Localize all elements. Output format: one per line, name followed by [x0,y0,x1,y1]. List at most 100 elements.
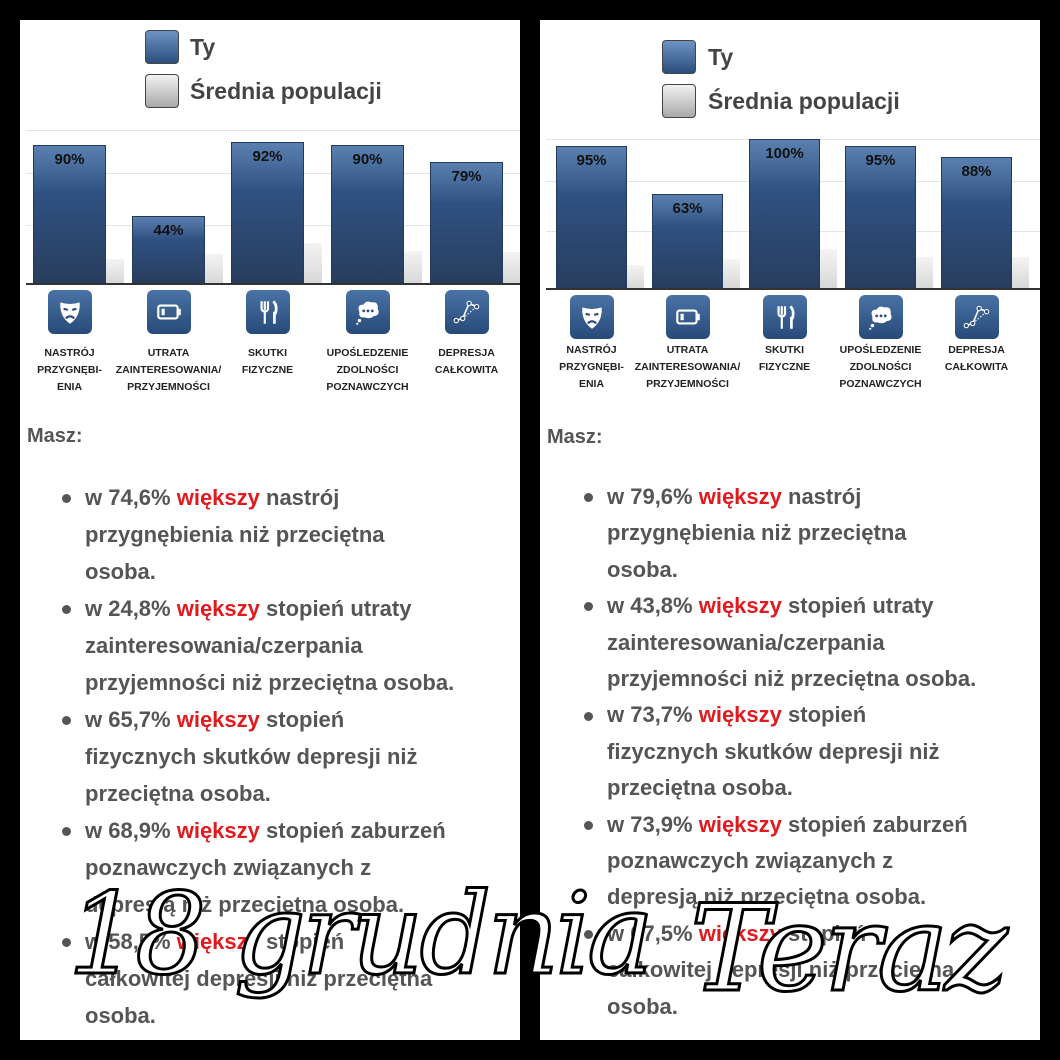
category-label-line: NASTRÓJ [44,347,95,359]
bar-you [749,139,820,288]
category-label-line: UPOŚLEDZENIE [326,347,409,359]
category-label-line: UPOŚLEDZENIE [839,344,922,356]
category-label: SKUTKI FIZYCZNE [213,345,323,379]
line-graph-icon [954,295,999,339]
line-text: nastrój [259,485,340,510]
bar-value-label: 100% [765,145,804,162]
highlight-text: większy [176,929,260,954]
category-label-line: PRZYGNĘBI- [559,361,624,373]
bar-average [723,259,740,288]
bar-value-label: 79% [451,168,482,186]
highlight-text: większy [698,593,782,619]
fork-knife-icon [245,290,290,334]
masz-heading: Masz: [547,426,603,448]
bar-you [941,156,1012,288]
line-text: zainteresowania/czerpania [607,629,885,655]
list-item-line: osoba. [85,553,156,590]
list-item-line: w 74,6% większy nastrój [85,479,339,516]
masz-heading: Masz: [27,425,83,447]
category-label-line: FIZYCZNE [241,364,294,376]
line-text: całkowitej depresji niż przeciętna [607,957,955,983]
low-battery-icon [665,295,710,339]
category-label-line: FIZYCZNE [758,361,811,373]
line-text: stopień [781,702,867,728]
list-item-line: w 65,7% większy stopień [85,701,344,738]
line-text: fizycznych skutków depresji niż [607,738,940,764]
bar-average [627,265,644,288]
bullet-icon [62,715,71,725]
bullet-icon [62,826,71,836]
bar-you [556,146,627,288]
line-text: stopień [259,707,345,732]
bullet-icon [62,493,71,503]
highlight-text: większy [698,702,782,728]
category-label: DEPRESJA CAŁKOWITA [412,345,521,379]
bar-you [430,162,503,283]
highlight-text: większy [698,484,782,509]
category-label-line: PRZYJEMNOŚCI [127,381,210,393]
list-item-line: całkowitej depresji niż przeciętna [85,960,432,997]
percent-text: w 65,7% [85,707,177,732]
category-label-line: ZDOLNOŚCI [336,364,399,376]
panel-teraz: Ty Średnia populacji 95% NASTRÓJ PRZYGNĘBI- E… [540,20,1040,1040]
list-item-line: całkowitej depresji niż przeciętna [607,952,954,988]
list-item-line: depresją niż przeciętna osoba. [85,886,404,923]
bar-average [404,250,422,283]
bar-value-label: 95% [576,152,607,170]
line-text: osoba. [607,556,678,582]
bar-value-label: 88% [961,162,992,180]
list-item-line: w 43,8% większy stopień utraty [607,588,933,624]
bar-you [845,146,916,288]
x-axis [546,288,1040,290]
category-label-line: POZNAWCZYCH [326,381,409,393]
bar-value-label: 90% [54,151,85,169]
line-text: zainteresowania/czerpania [85,633,363,658]
line-text: przyjemności niż przeciętna osoba. [85,670,455,695]
category-label: UPOŚLEDZENIE ZDOLNOŚCI POZNAWCZYCH [826,342,936,393]
bar-average [205,253,223,283]
category-label-line: CAŁKOWITA [434,364,499,376]
category-label-line: ZAINTERESOWANIA/ [115,364,222,376]
bar-you [132,215,205,283]
category-label-line: UTRATA [147,347,190,359]
panel-18-grudnia: Ty Średnia populacji 90% NASTRÓJ PRZYGNĘBI- E… [20,20,520,1040]
percent-text: w 73,7% [607,702,699,728]
line-text: przyjemności niż przeciętna osoba. [607,665,977,691]
list-item-line: przygnębienia niż przeciętna [607,515,907,551]
list-item-line: w 58,5% większy stopień [85,923,344,960]
tragedy-mask-icon [569,295,614,339]
bar-average [820,248,837,288]
list-item-line: depresją niż przeciętna osoba. [607,879,926,915]
percent-text: w 24,8% [85,596,177,621]
percent-text: w 79,6% [607,484,699,509]
list-item-line: zainteresowania/czerpania [607,625,885,661]
bar-average [503,251,520,283]
bar-average [304,242,322,283]
line-text: nastrój [781,484,862,509]
list-item-line: w 73,9% większy stopień zaburzeń [607,807,968,843]
list-item-line: zainteresowania/czerpania [85,627,363,664]
line-text: przygnębienia niż przeciętna [607,520,907,546]
category-label: NASTRÓJ PRZYGNĘBI- ENIA [20,345,125,396]
bar-average [1012,257,1029,288]
legend-label-average: Średnia populacji [190,78,382,104]
highlight-text: większy [176,485,260,510]
category-label: UPOŚLEDZENIE ZDOLNOŚCI POZNAWCZYCH [313,345,423,396]
line-text: depresją niż przeciętna osoba. [85,892,405,917]
category-label-line: ZDOLNOŚCI [849,361,912,373]
percent-text: w 43,8% [607,593,699,619]
category-label-line: POZNAWCZYCH [839,378,922,390]
list-item-line: osoba. [607,989,678,1025]
thought-bubble-icon [858,295,903,339]
category-label-line: DEPRESJA [948,344,1005,356]
bullet-icon [584,493,593,503]
category-label: UTRATA ZAINTERESOWANIA/PRZYJEMNOŚCI [633,342,743,393]
bar-average [106,259,124,283]
line-text: osoba. [607,993,678,1019]
list-item-line: poznawczych związanych z [85,849,371,886]
list-item-line: przyjemności niż przeciętna osoba. [607,661,976,697]
bar-you [331,145,404,283]
gridline [26,130,520,131]
line-text: stopień zaburzeń [259,818,446,843]
bar-value-label: 63% [672,200,703,218]
